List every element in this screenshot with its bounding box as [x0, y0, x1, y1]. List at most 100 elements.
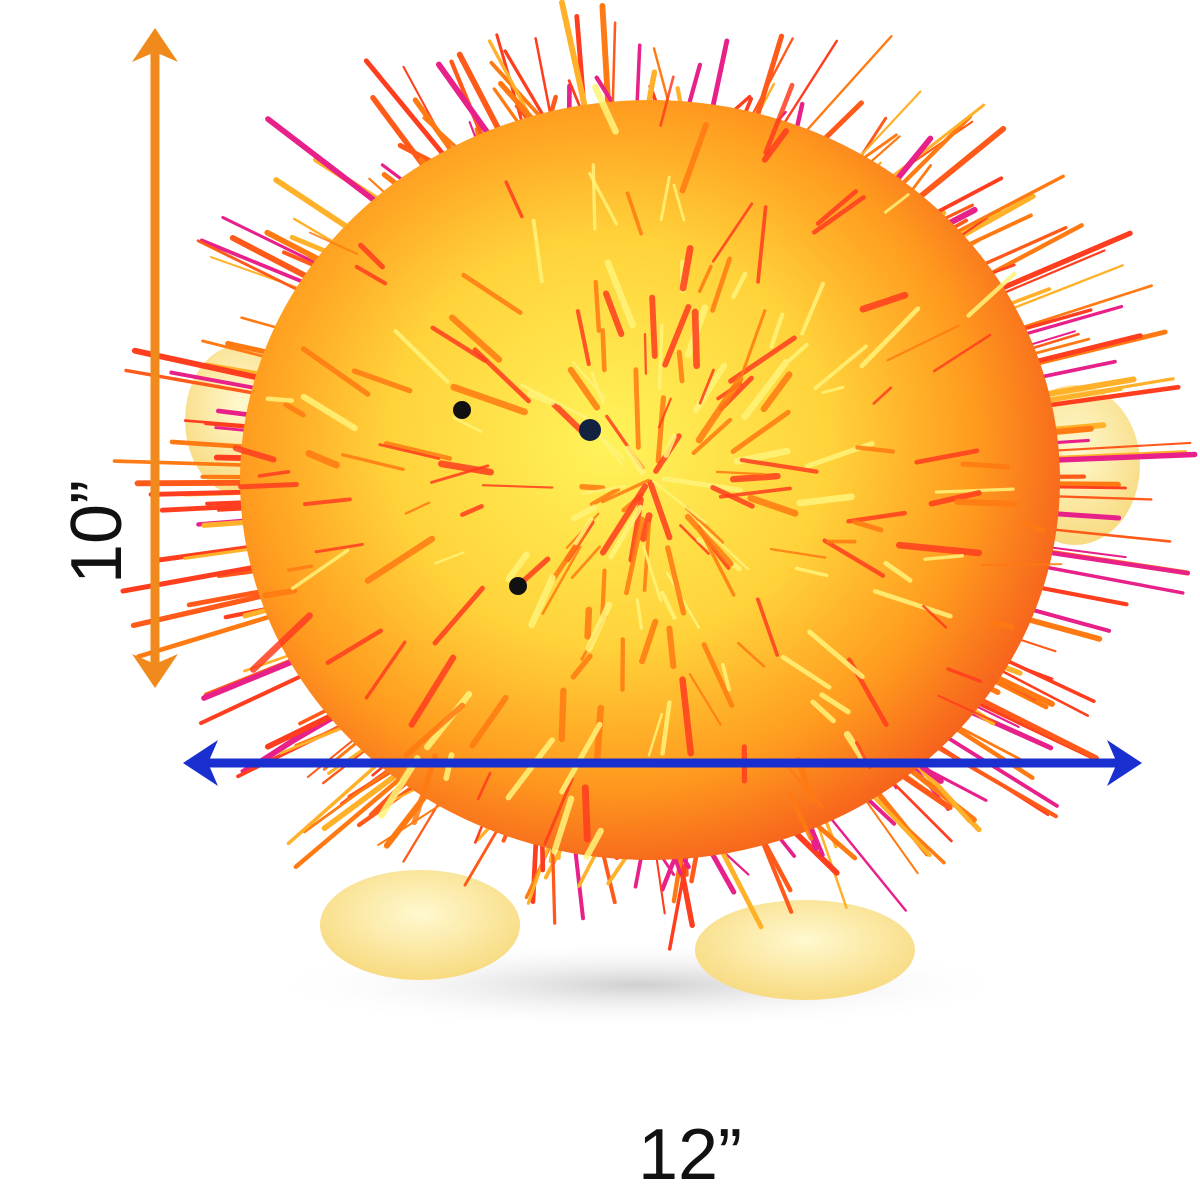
streak [954, 498, 1018, 508]
streak [590, 371, 605, 405]
streak [452, 416, 483, 433]
streak [989, 619, 1016, 630]
streak [450, 383, 528, 416]
streak [265, 396, 295, 403]
streak [663, 433, 677, 458]
streak [928, 490, 982, 507]
streak [461, 272, 523, 315]
streak [378, 443, 441, 460]
streak [937, 694, 999, 724]
streak [302, 497, 352, 507]
streak [721, 662, 731, 692]
streak [730, 409, 791, 454]
streak [519, 383, 587, 419]
streak [697, 264, 713, 293]
streak [603, 290, 625, 338]
streak [676, 349, 685, 384]
streak [781, 758, 824, 809]
streak [591, 163, 597, 231]
streak [308, 231, 359, 255]
streak [731, 271, 748, 299]
streak [651, 479, 707, 524]
streak [649, 294, 658, 359]
streak [531, 218, 544, 284]
streak [740, 309, 767, 377]
streak [960, 461, 1011, 470]
streak [364, 535, 436, 584]
streak [504, 180, 524, 219]
streak [711, 202, 754, 263]
streak [408, 654, 457, 728]
streak [688, 673, 722, 726]
streak [659, 75, 675, 127]
streak [642, 545, 663, 602]
streak [698, 368, 715, 405]
streak [624, 516, 645, 596]
streak [593, 704, 605, 763]
streak [551, 795, 575, 855]
streak [593, 279, 602, 333]
streak [608, 504, 644, 560]
streak [747, 494, 799, 517]
streak [741, 359, 790, 421]
streak [635, 598, 644, 630]
streak [884, 193, 910, 214]
streak [807, 629, 865, 680]
streak [589, 487, 621, 507]
streak [672, 183, 686, 222]
streak [543, 777, 574, 846]
streak [460, 504, 484, 517]
streak [737, 641, 766, 668]
streak [570, 653, 593, 680]
streak [567, 366, 601, 411]
streak [859, 291, 909, 313]
streak [883, 560, 913, 583]
streak [661, 476, 743, 493]
streak [647, 479, 673, 541]
streak [527, 390, 556, 406]
streak [786, 791, 814, 842]
streak [966, 271, 1017, 318]
streak [769, 312, 785, 349]
streak [600, 478, 650, 504]
streak [625, 191, 644, 236]
streak [660, 700, 672, 756]
eye [579, 419, 601, 441]
streak [662, 303, 692, 368]
streak [729, 472, 781, 483]
arrow-head [183, 740, 218, 786]
streak [404, 501, 431, 515]
streak [300, 393, 358, 432]
streak [679, 245, 694, 292]
streak [980, 563, 1063, 567]
streak [351, 368, 413, 394]
streak [701, 642, 735, 708]
streak [262, 587, 298, 599]
streak [822, 538, 886, 578]
streak [932, 333, 992, 373]
fur-streaks [232, 75, 1063, 860]
streak [432, 585, 485, 646]
streak [763, 82, 795, 156]
streak [796, 493, 855, 507]
streak [852, 519, 884, 533]
streak [599, 483, 649, 556]
streak [287, 564, 314, 572]
streak [358, 242, 385, 270]
streak [639, 618, 659, 665]
streak [570, 545, 602, 579]
streak [846, 510, 907, 524]
streak [584, 606, 593, 640]
streak [505, 551, 530, 583]
streak [695, 375, 744, 444]
streak [600, 568, 607, 619]
streak [481, 484, 554, 489]
streak [383, 441, 453, 461]
streak [660, 590, 677, 620]
streak [633, 367, 641, 450]
streak [710, 256, 732, 313]
streak [571, 504, 598, 522]
streak [583, 827, 604, 860]
